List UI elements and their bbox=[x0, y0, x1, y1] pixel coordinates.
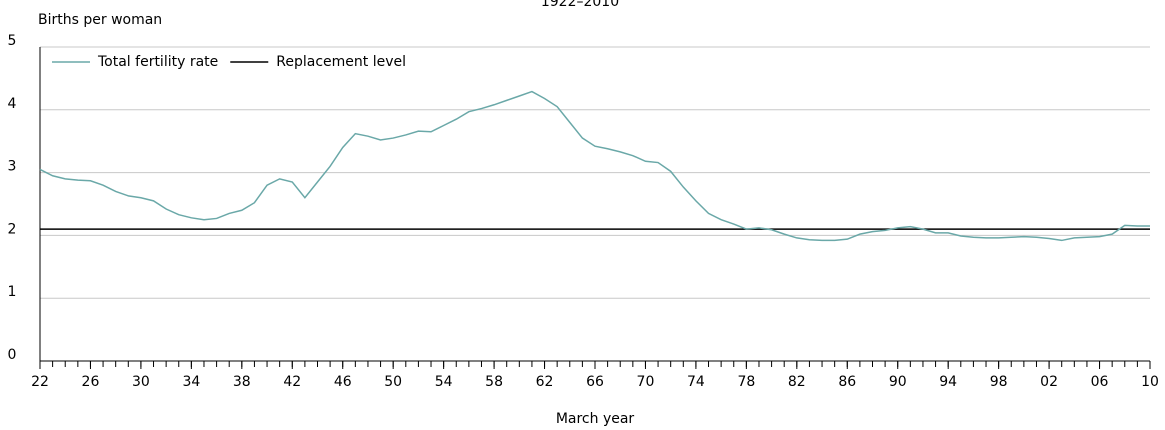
x-tick-label: 82 bbox=[788, 374, 806, 390]
x-tick-label: 06 bbox=[1091, 374, 1109, 390]
x-tick-label: 94 bbox=[939, 374, 957, 390]
x-tick-label: 34 bbox=[182, 374, 200, 390]
x-tick-label: 78 bbox=[737, 374, 755, 390]
x-tick-label: 02 bbox=[1040, 374, 1058, 390]
x-tick-label: 54 bbox=[435, 374, 453, 390]
x-tick-label: 86 bbox=[838, 374, 856, 390]
y-tick-label: 1 bbox=[8, 284, 17, 300]
chart-title: 1922–2010 bbox=[541, 0, 619, 10]
x-tick-label: 66 bbox=[586, 374, 604, 390]
y-tick-label: 3 bbox=[8, 159, 17, 175]
x-tick-label: 58 bbox=[485, 374, 503, 390]
x-tick-label: 30 bbox=[132, 374, 150, 390]
x-tick-label: 98 bbox=[990, 374, 1008, 390]
x-tick-label: 26 bbox=[82, 374, 100, 390]
x-axis-label: March year bbox=[556, 411, 635, 427]
x-tick-label: 22 bbox=[31, 374, 49, 390]
series-line bbox=[39, 90, 1150, 242]
x-tick-label: 50 bbox=[384, 374, 402, 390]
legend-label: Replacement level bbox=[276, 54, 406, 70]
x-tick-label: 70 bbox=[637, 374, 655, 390]
y-tick-label: 0 bbox=[8, 347, 17, 363]
y-tick-label: 4 bbox=[8, 96, 17, 112]
legend-label: Total fertility rate bbox=[97, 54, 218, 70]
x-tick-label: 62 bbox=[536, 374, 554, 390]
x-tick-label: 10 bbox=[1141, 374, 1159, 390]
x-tick-label: 46 bbox=[334, 374, 352, 390]
y-axis-label: Births per woman bbox=[38, 12, 162, 28]
y-tick-label: 2 bbox=[8, 221, 17, 237]
x-tick-label: 38 bbox=[233, 374, 251, 390]
x-tick-label: 90 bbox=[889, 374, 907, 390]
x-tick-label: 42 bbox=[283, 374, 301, 390]
y-tick-label: 5 bbox=[8, 33, 17, 49]
x-tick-label: 74 bbox=[687, 374, 705, 390]
